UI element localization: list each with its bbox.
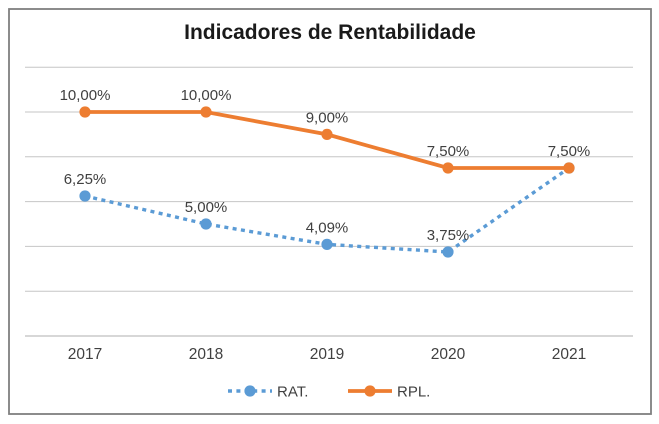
data-label: 4,09%	[306, 219, 349, 236]
chart-border	[8, 8, 652, 415]
data-label: 10,00%	[181, 87, 232, 104]
rat-data-point	[200, 218, 212, 230]
rat-data-point	[321, 238, 333, 250]
rat-data-point	[442, 246, 454, 258]
data-label: 7,50%	[427, 143, 470, 160]
x-axis-labels: 2017 2018 2019 2020 2021	[68, 346, 586, 363]
rpl-data-point	[79, 106, 91, 118]
legend-item-rpl: RPL.	[348, 384, 430, 401]
data-label: 9,00%	[306, 109, 349, 126]
series-plot-area	[79, 106, 575, 258]
gridlines	[25, 66, 633, 337]
rpl-data-point	[200, 106, 212, 118]
legend-marker-rpl	[364, 385, 376, 397]
data-labels: 6,25% 5,00% 4,09% 3,75% 10,00% 10,00% 9,00% 7,5…	[60, 87, 591, 244]
data-label: 7,50%	[548, 143, 591, 160]
x-axis-label: 2019	[310, 346, 344, 363]
data-label: 3,75%	[427, 227, 470, 244]
data-label: 5,00%	[185, 199, 228, 216]
x-axis-label: 2020	[431, 346, 466, 363]
data-label: 6,25%	[64, 171, 107, 188]
rat-data-point	[79, 190, 91, 202]
legend-marker-rat	[244, 385, 256, 397]
legend-item-rat: RAT.	[228, 384, 308, 401]
legend: RAT. RPL.	[228, 384, 430, 401]
data-label: 10,00%	[60, 87, 111, 104]
rpl-data-point	[321, 128, 333, 140]
x-axis-label: 2017	[68, 346, 102, 363]
chart-title: Indicadores de Rentabilidade	[184, 21, 476, 44]
rpl-data-point	[442, 162, 454, 174]
rpl-data-point	[563, 162, 575, 174]
x-axis-label: 2018	[189, 346, 223, 363]
legend-label-rpl: RPL.	[397, 384, 430, 401]
x-axis-label: 2021	[552, 346, 586, 363]
legend-label-rat: RAT.	[277, 384, 308, 401]
